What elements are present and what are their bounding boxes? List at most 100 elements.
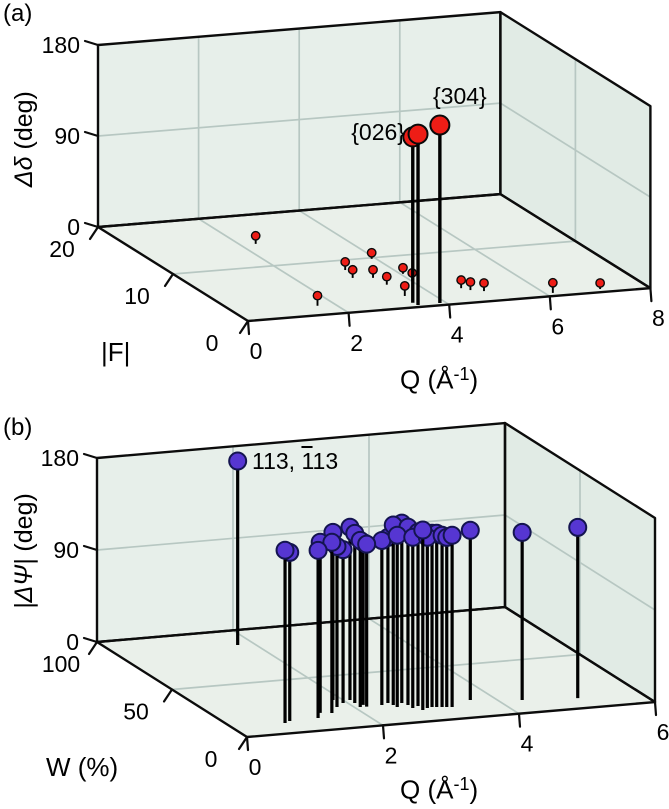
tick <box>162 688 174 703</box>
data-point <box>479 278 489 288</box>
tick <box>653 700 658 717</box>
tick <box>237 735 249 751</box>
annotation-b-0: 113, 113 <box>252 449 338 473</box>
panel-a-z-axis-label-symbol: Δδ <box>9 156 38 188</box>
tick <box>87 640 99 656</box>
annotation-text: {026} <box>351 119 405 145</box>
panel-b-z-axis-label-symbol: |ΔΨ| <box>9 558 38 610</box>
data-point <box>387 525 407 545</box>
x-tick-label: 6 <box>551 313 564 339</box>
panel-a-z-axis-label-unit: (deg) <box>9 91 38 157</box>
tick <box>82 544 99 552</box>
data-point <box>442 525 462 545</box>
panel-b-x-axis-label-pre: Q (Å <box>400 774 454 805</box>
y-tick-label: 0 <box>206 330 219 356</box>
x-tick-label: 2 <box>385 742 398 768</box>
y-tick-label: 10 <box>124 283 150 309</box>
data-point <box>398 262 408 273</box>
z-tick-label: 180 <box>41 445 79 471</box>
data-point <box>407 123 429 145</box>
tick <box>83 39 100 47</box>
panel-b-z-axis-label-unit: (deg) <box>9 493 38 559</box>
data-point <box>308 540 328 560</box>
data-point <box>465 277 476 287</box>
tick <box>246 319 251 336</box>
panel-a-x-axis-label-pre: Q (Å <box>400 364 454 395</box>
panel-b-z-axis-label: |ΔΨ| (deg) <box>9 466 38 636</box>
panel-a-x-axis-label-sup: -1 <box>453 364 470 384</box>
grid-line <box>172 240 576 275</box>
panel-b-x-axis-label-sup: -1 <box>453 774 470 794</box>
z-tick-label: 0 <box>67 214 80 240</box>
data-point <box>512 522 532 542</box>
panel-b-x-axis-label: Q (Å-1) <box>400 774 478 804</box>
annotation-a-0: {026} <box>351 120 405 144</box>
annotation-a-1: {304} <box>433 84 487 108</box>
grid-line <box>171 653 581 691</box>
annotation-text: 113, <box>252 448 302 474</box>
y-tick-label: 50 <box>123 699 149 725</box>
panel-b-letter: (b) <box>3 414 33 441</box>
tick <box>83 221 100 229</box>
x-tick-label: 0 <box>250 338 263 364</box>
data-point <box>456 275 467 285</box>
z-tick-label: 90 <box>54 123 80 149</box>
x-tick-label: 4 <box>451 322 464 348</box>
data-point <box>460 520 480 540</box>
data-point <box>429 114 451 136</box>
grid-line <box>499 102 651 198</box>
x-tick-label: 0 <box>249 754 262 780</box>
x-tick-label: 2 <box>350 330 363 356</box>
panel-a-y-axis-label: |F| <box>101 337 131 367</box>
tick <box>88 225 100 241</box>
grid-line <box>97 102 501 137</box>
annotation-text: 1 <box>301 448 313 474</box>
data-point <box>312 290 323 301</box>
z-tick-label: 180 <box>42 32 80 58</box>
tick <box>347 311 351 327</box>
y-tick-label: 0 <box>205 746 218 772</box>
tick <box>548 295 552 311</box>
panel-a-letter: (a) <box>3 0 33 27</box>
data-point <box>340 257 351 267</box>
data-point <box>595 278 606 288</box>
panel-b-x-axis-label-post: ) <box>469 774 479 805</box>
panel-a-z-axis-label: Δδ (deg) <box>9 54 38 224</box>
tick <box>163 272 175 288</box>
grid-line <box>96 514 506 551</box>
tick <box>238 319 250 335</box>
data-point <box>228 451 248 471</box>
tick <box>82 452 99 460</box>
x-tick-label: 4 <box>521 731 534 757</box>
y-tick-label: 20 <box>49 236 75 262</box>
data-point <box>250 230 261 241</box>
tick <box>83 130 100 138</box>
x-tick-label: 6 <box>657 719 669 745</box>
tick <box>448 303 452 319</box>
data-point <box>357 534 377 554</box>
floor-edge <box>96 192 652 323</box>
data-point <box>399 280 410 291</box>
data-point <box>568 517 588 537</box>
tick <box>517 712 522 728</box>
data-point <box>347 264 358 275</box>
tick <box>649 287 653 303</box>
data-point <box>413 520 433 540</box>
data-point <box>381 271 392 282</box>
z-tick-label: 90 <box>53 537 79 563</box>
y-tick-label: 100 <box>42 651 80 677</box>
data-point <box>366 247 377 258</box>
data-point <box>547 277 558 288</box>
tick <box>381 724 386 740</box>
tick <box>82 636 99 644</box>
panel-a-x-axis-label-post: ) <box>469 364 479 395</box>
data-point <box>322 532 342 552</box>
data-point <box>275 540 295 560</box>
tick <box>245 735 250 752</box>
panel-b-y-axis-label: W (%) <box>46 752 119 782</box>
data-point <box>368 264 378 275</box>
annotation-text: 13 <box>312 448 339 474</box>
